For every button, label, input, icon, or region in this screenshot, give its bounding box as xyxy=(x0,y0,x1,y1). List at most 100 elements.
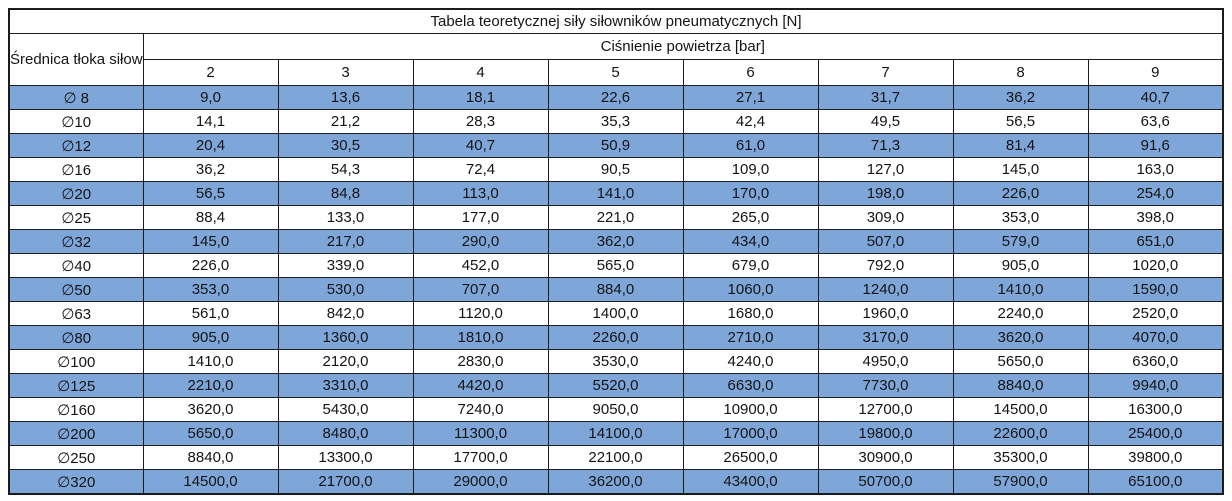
force-value-cell: 18,1 xyxy=(412,85,549,110)
diameter-cell: ∅10 xyxy=(8,109,144,134)
force-value-cell: 1590,0 xyxy=(1087,277,1224,302)
force-value-cell: 2710,0 xyxy=(682,325,819,350)
table-row: ∅12 20,4 30,5 40,7 50,9 61,0 71,3 81,4 91,6 xyxy=(8,133,1224,158)
force-value-cell: 4240,0 xyxy=(682,349,819,374)
force-value-cell: 35300,0 xyxy=(952,445,1089,470)
force-value-cell: 19800,0 xyxy=(817,421,954,446)
force-value-cell: 217,0 xyxy=(277,229,414,254)
force-value-cell: 1410,0 xyxy=(952,277,1089,302)
force-value-cell: 434,0 xyxy=(682,229,819,254)
force-value-cell: 3530,0 xyxy=(547,349,684,374)
force-value-cell: 43400,0 xyxy=(682,469,819,495)
force-value-cell: 22,6 xyxy=(547,85,684,110)
force-value-cell: 16300,0 xyxy=(1087,397,1224,422)
force-value-cell: 14500,0 xyxy=(952,397,1089,422)
force-value-cell: 8840,0 xyxy=(952,373,1089,398)
force-value-cell: 362,0 xyxy=(547,229,684,254)
force-value-cell: 1410,0 xyxy=(142,349,279,374)
pressure-header-2: 2 xyxy=(142,59,279,86)
force-value-cell: 56,5 xyxy=(952,109,1089,134)
force-value-cell: 170,0 xyxy=(682,181,819,206)
force-value-cell: 9940,0 xyxy=(1087,373,1224,398)
force-value-cell: 54,3 xyxy=(277,157,414,182)
force-value-cell: 81,4 xyxy=(952,133,1089,158)
force-value-cell: 905,0 xyxy=(952,253,1089,278)
diameter-cell: ∅50 xyxy=(8,277,144,302)
pressure-header-9: 9 xyxy=(1087,59,1224,86)
force-value-cell: 90,5 xyxy=(547,157,684,182)
force-value-cell: 63,6 xyxy=(1087,109,1224,134)
table-title: Tabela teoretycznej siły siłowników pneu… xyxy=(8,8,1224,34)
force-value-cell: 4420,0 xyxy=(412,373,549,398)
diameter-cell: ∅125 xyxy=(8,373,144,398)
pressure-header-4: 4 xyxy=(412,59,549,86)
force-value-cell: 2260,0 xyxy=(547,325,684,350)
force-value-cell: 842,0 xyxy=(277,301,414,326)
table-row: ∅63 561,0 842,0 1120,0 1400,0 1680,0 1960,0 224… xyxy=(8,301,1224,326)
table-row: ∅160 3620,0 5430,0 7240,0 9050,0 10900,0 12700… xyxy=(8,397,1224,422)
table-row: ∅ 8 9,0 13,6 18,1 22,6 27,1 31,7 36,2 40,7 xyxy=(8,85,1224,110)
force-value-cell: 679,0 xyxy=(682,253,819,278)
force-value-cell: 309,0 xyxy=(817,205,954,230)
force-value-cell: 226,0 xyxy=(952,181,1089,206)
force-value-cell: 6630,0 xyxy=(682,373,819,398)
force-value-cell: 72,4 xyxy=(412,157,549,182)
force-value-cell: 109,0 xyxy=(682,157,819,182)
force-value-cell: 36200,0 xyxy=(547,469,684,495)
force-value-cell: 177,0 xyxy=(412,205,549,230)
force-value-cell: 7730,0 xyxy=(817,373,954,398)
force-value-cell: 36,2 xyxy=(952,85,1089,110)
force-value-cell: 2120,0 xyxy=(277,349,414,374)
force-value-cell: 145,0 xyxy=(142,229,279,254)
force-value-cell: 10900,0 xyxy=(682,397,819,422)
force-value-cell: 565,0 xyxy=(547,253,684,278)
force-value-cell: 561,0 xyxy=(142,301,279,326)
force-value-cell: 31,7 xyxy=(817,85,954,110)
force-value-cell: 141,0 xyxy=(547,181,684,206)
force-value-cell: 21700,0 xyxy=(277,469,414,495)
force-value-cell: 145,0 xyxy=(952,157,1089,182)
table-row: ∅20 56,5 84,8 113,0 141,0 170,0 198,0 226,0 254,… xyxy=(8,181,1224,206)
force-value-cell: 1810,0 xyxy=(412,325,549,350)
force-value-cell: 30,5 xyxy=(277,133,414,158)
force-value-cell: 35,3 xyxy=(547,109,684,134)
force-value-cell: 127,0 xyxy=(817,157,954,182)
force-value-cell: 2520,0 xyxy=(1087,301,1224,326)
force-value-cell: 4950,0 xyxy=(817,349,954,374)
force-value-cell: 49,5 xyxy=(817,109,954,134)
table-row: ∅40 226,0 339,0 452,0 565,0 679,0 792,0 905,0 10… xyxy=(8,253,1224,278)
table-row: ∅320 14500,0 21700,0 29000,0 36200,0 43400,0 5… xyxy=(8,469,1224,495)
diameter-cell: ∅25 xyxy=(8,205,144,230)
table-row: ∅200 5650,0 8480,0 11300,0 14100,0 17000,0 198… xyxy=(8,421,1224,446)
diameter-cell: ∅ 8 xyxy=(8,85,144,110)
force-value-cell: 9050,0 xyxy=(547,397,684,422)
diameter-cell: ∅63 xyxy=(8,301,144,326)
pneumatic-force-table: Tabela teoretycznej siły siłowników pneu… xyxy=(8,8,1224,495)
table-row: ∅16 36,2 54,3 72,4 90,5 109,0 127,0 145,0 163,0 xyxy=(8,157,1224,182)
force-value-cell: 30900,0 xyxy=(817,445,954,470)
force-value-cell: 1400,0 xyxy=(547,301,684,326)
table-row: ∅32 145,0 217,0 290,0 362,0 434,0 507,0 579,0 65… xyxy=(8,229,1224,254)
pressure-group-header: Ciśnienie powietrza [bar] xyxy=(142,33,1224,60)
force-value-cell: 71,3 xyxy=(817,133,954,158)
force-value-cell: 3620,0 xyxy=(142,397,279,422)
table-row: ∅125 2210,0 3310,0 4420,0 5520,0 6630,0 7730,0… xyxy=(8,373,1224,398)
force-value-cell: 226,0 xyxy=(142,253,279,278)
force-value-cell: 905,0 xyxy=(142,325,279,350)
force-value-cell: 398,0 xyxy=(1087,205,1224,230)
force-value-cell: 353,0 xyxy=(142,277,279,302)
force-value-cell: 353,0 xyxy=(952,205,1089,230)
force-value-cell: 5650,0 xyxy=(142,421,279,446)
force-value-cell: 56,5 xyxy=(142,181,279,206)
force-value-cell: 26500,0 xyxy=(682,445,819,470)
force-value-cell: 50700,0 xyxy=(817,469,954,495)
force-value-cell: 14100,0 xyxy=(547,421,684,446)
title-row: Tabela teoretycznej siły siłowników pneu… xyxy=(8,8,1224,34)
diameter-cell: ∅250 xyxy=(8,445,144,470)
force-value-cell: 61,0 xyxy=(682,133,819,158)
force-value-cell: 84,8 xyxy=(277,181,414,206)
force-value-cell: 17700,0 xyxy=(412,445,549,470)
force-value-cell: 36,2 xyxy=(142,157,279,182)
force-value-cell: 42,4 xyxy=(682,109,819,134)
row-header-diameter: Średnica tłoka siłownika xyxy=(8,33,144,86)
